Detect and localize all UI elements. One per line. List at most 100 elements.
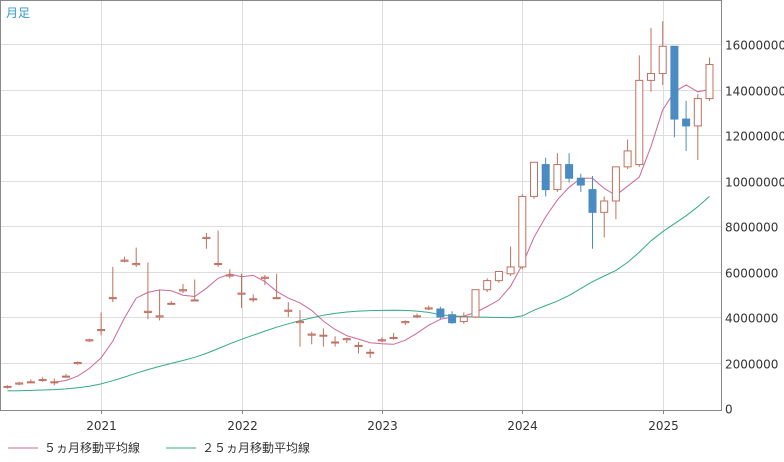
- candle-body: [85, 339, 94, 342]
- candle: [541, 157, 550, 197]
- candle-body: [249, 298, 258, 301]
- candle-body: [26, 381, 35, 384]
- candle-body: [635, 79, 644, 166]
- candle: [50, 378, 59, 386]
- candle-body: [471, 289, 480, 318]
- candle-layer: [3, 21, 714, 389]
- candle: [705, 57, 714, 101]
- candle: [588, 175, 597, 249]
- y-tick-label: 8000000: [725, 221, 778, 235]
- candle-body: [319, 334, 328, 337]
- candle: [471, 289, 480, 319]
- candle: [260, 274, 269, 286]
- candle-body: [3, 385, 12, 388]
- moving-average-layer: [7, 84, 710, 392]
- y-axis-ticks: 0 2000000 4000000 6000000 8000000 10000000 120…: [725, 39, 784, 417]
- candle: [108, 266, 117, 303]
- x-tick-label: 2022: [227, 419, 258, 433]
- candle: [284, 302, 293, 317]
- candle-body: [331, 341, 340, 344]
- candle-body: [143, 310, 152, 313]
- candle-body: [705, 63, 714, 100]
- candle: [120, 256, 129, 263]
- y-tick-label: 14000000: [725, 85, 784, 99]
- candle-body: [366, 351, 375, 354]
- candle-body: [284, 309, 293, 312]
- candle-body: [623, 150, 632, 168]
- candle: [647, 28, 655, 92]
- candle: [600, 196, 609, 238]
- y-tick-label: 6000000: [725, 267, 778, 281]
- candle: [132, 247, 141, 267]
- candle-body: [448, 314, 457, 324]
- candle-body: [190, 299, 199, 302]
- candle-body: [658, 45, 667, 75]
- candle: [506, 246, 515, 277]
- candle: [331, 336, 340, 347]
- y-tick-label: 16000000: [725, 39, 784, 53]
- candle: [565, 153, 574, 183]
- candle: [518, 194, 527, 270]
- y-tick-label: 0: [725, 403, 733, 417]
- x-tick-label: 2021: [86, 419, 117, 433]
- candle-body: [436, 308, 445, 318]
- candle: [424, 305, 433, 311]
- candle-body: [167, 302, 176, 305]
- candle: [38, 377, 47, 382]
- candle-body: [670, 45, 679, 120]
- candle-body: [38, 379, 47, 382]
- candle: [214, 230, 223, 267]
- candle-body: [576, 177, 585, 186]
- chart-title: 月足: [6, 6, 30, 20]
- candle-body: [296, 321, 304, 324]
- candle: [202, 232, 211, 249]
- candle: [623, 139, 632, 170]
- candle: [670, 45, 679, 138]
- candle: [576, 173, 585, 192]
- x-tick-label: 2025: [648, 419, 679, 433]
- candle-body: [682, 118, 691, 127]
- candle: [366, 348, 375, 358]
- candle-body: [132, 263, 141, 266]
- candle-body: [97, 329, 106, 332]
- candle: [97, 312, 106, 336]
- candle-body: [108, 297, 117, 300]
- candle-body: [179, 289, 187, 292]
- candle: [530, 161, 538, 199]
- candle-body: [354, 344, 363, 348]
- candle: [155, 289, 164, 321]
- candle: [237, 273, 246, 308]
- candle-body: [50, 381, 59, 384]
- candle: [26, 379, 35, 384]
- candle-body: [553, 164, 562, 191]
- candle-body: [506, 266, 515, 275]
- candle-body: [565, 164, 574, 179]
- candle-body: [120, 259, 129, 262]
- candle: [167, 301, 176, 305]
- candle-body: [260, 276, 269, 279]
- candle-body: [272, 297, 281, 300]
- candle: [682, 100, 691, 151]
- candle: [553, 153, 562, 192]
- candle: [448, 311, 457, 324]
- candle: [319, 328, 328, 347]
- grid-layer: [0, 0, 721, 410]
- candle-body: [413, 315, 421, 318]
- y-tick-label: 10000000: [725, 176, 784, 190]
- candle: [15, 381, 24, 386]
- x-tick-label: 2023: [367, 419, 398, 433]
- candle-body: [600, 200, 609, 213]
- candle: [249, 294, 258, 303]
- candle: [307, 331, 316, 345]
- candle-body: [401, 321, 410, 324]
- x-axis-ticks: 2021 2022 2023 2024 2025: [86, 410, 679, 433]
- candle: [85, 338, 94, 343]
- y-tick-label: 12000000: [725, 130, 784, 144]
- candle-body: [155, 315, 164, 318]
- y-tick-label: 4000000: [725, 312, 778, 326]
- legend: ５ヵ月移動平均線 ２５ヵ月移動平均線: [8, 440, 310, 455]
- candle: [611, 166, 620, 220]
- ma5-line: [54, 84, 710, 383]
